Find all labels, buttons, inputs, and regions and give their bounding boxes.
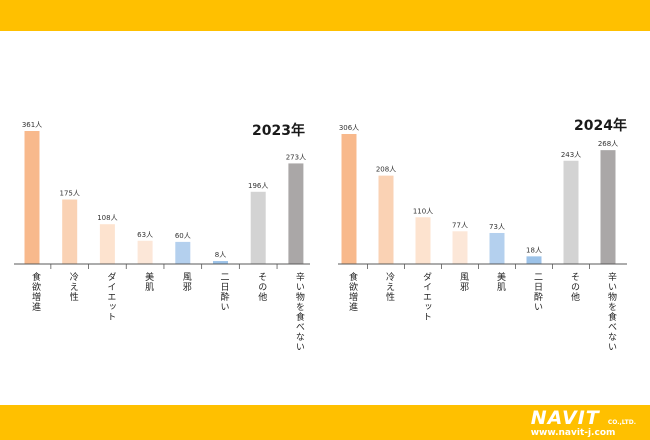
category-label: 美肌 — [143, 271, 154, 292]
logo-wordmark: NAVIT — [530, 407, 600, 429]
bottom-banner: NAVIT CO.,LTD. www.navit-j.com — [0, 405, 650, 440]
data-label: 60人 — [175, 232, 191, 240]
category-label: その他 — [569, 272, 580, 302]
bar — [250, 191, 266, 264]
bar — [62, 199, 78, 264]
category-label: 美肌 — [495, 271, 506, 292]
bar — [288, 163, 304, 264]
data-label: 18人 — [526, 246, 542, 254]
data-label: 306人 — [339, 124, 359, 132]
data-label: 268人 — [598, 140, 618, 148]
data-label: 108人 — [97, 214, 117, 222]
data-label: 243人 — [561, 151, 581, 159]
category-label: 食欲増進 — [30, 271, 41, 312]
bar — [563, 160, 579, 264]
category-label: ダイエット — [421, 271, 432, 322]
category-label: 二日酔い — [532, 272, 543, 312]
data-label: 361人 — [22, 121, 42, 129]
data-label: 63人 — [137, 231, 153, 239]
bar — [452, 231, 468, 264]
data-label: 77人 — [452, 221, 468, 229]
bar — [341, 134, 357, 264]
data-label: 110人 — [413, 207, 433, 215]
category-label: 冷え性 — [68, 271, 79, 302]
bar — [175, 241, 191, 264]
data-label: 208人 — [376, 166, 396, 174]
category-label: 二日酔い — [219, 272, 230, 312]
bar — [137, 240, 153, 264]
data-label: 8人 — [215, 251, 226, 259]
bar — [600, 150, 616, 264]
category-label: ダイエット — [105, 271, 116, 322]
data-label: 175人 — [60, 190, 80, 198]
bar — [415, 217, 431, 264]
logo-suffix: CO.,LTD. — [607, 419, 636, 426]
bar — [526, 256, 542, 264]
category-label: 辛い物を食べない — [294, 271, 305, 352]
bar — [489, 232, 505, 264]
data-label: 273人 — [286, 153, 306, 161]
data-label: 196人 — [248, 182, 268, 190]
category-label: 風邪 — [181, 272, 192, 292]
chart-title: 2023年 — [252, 122, 305, 139]
bar — [24, 131, 40, 264]
category-label: 辛い物を食べない — [606, 271, 617, 352]
bar — [99, 224, 115, 264]
category-label: 冷え性 — [384, 271, 395, 302]
company-logo: NAVIT CO.,LTD. www.navit-j.com — [531, 408, 636, 438]
top-banner — [0, 0, 650, 31]
logo-url: www.navit-j.com — [530, 428, 616, 438]
bar — [378, 175, 394, 264]
category-label: その他 — [256, 272, 267, 302]
data-label: 73人 — [489, 223, 505, 231]
bar — [213, 261, 228, 264]
category-label: 食欲増進 — [347, 271, 358, 312]
category-label: 風邪 — [458, 272, 469, 292]
chart-title: 2024年 — [574, 117, 627, 134]
